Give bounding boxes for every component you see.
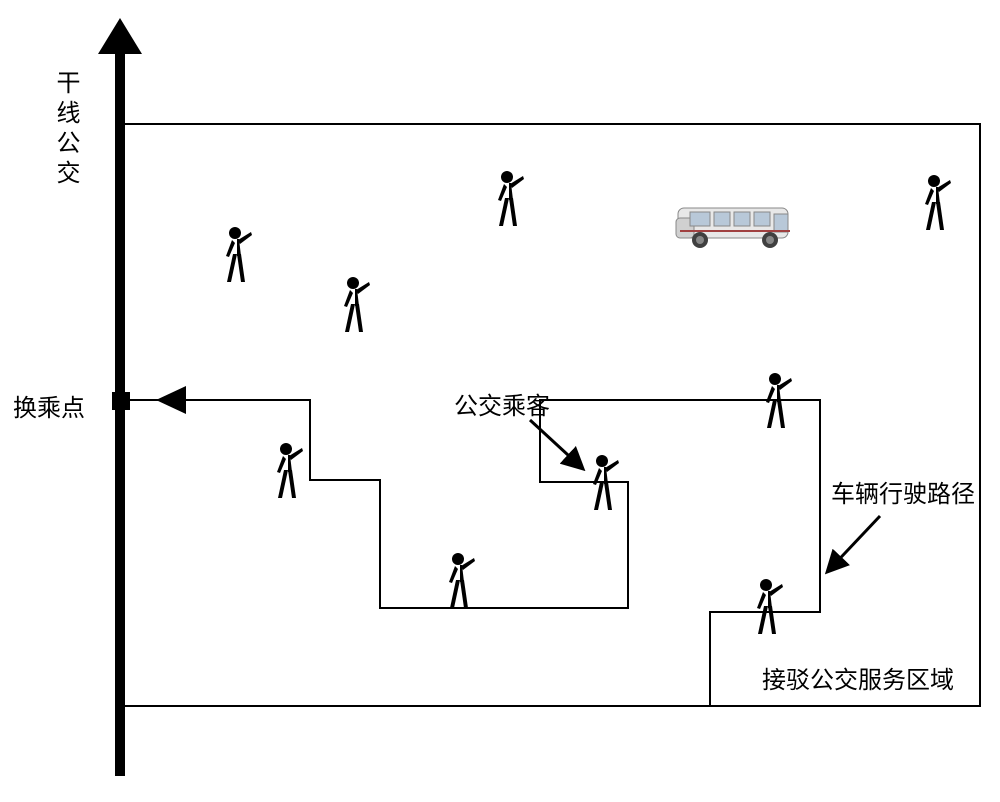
person-icon	[586, 454, 622, 512]
person-icon	[337, 276, 373, 334]
route-label-arrow	[829, 516, 880, 570]
route-start-arrow	[156, 386, 186, 414]
service-area-box	[120, 124, 980, 706]
person-icon	[442, 552, 478, 610]
person-icon	[270, 442, 306, 500]
axis-arrowhead	[98, 18, 142, 54]
passenger-label-arrow	[530, 420, 581, 467]
transfer-point-marker	[112, 392, 130, 410]
vehicle-route-path	[120, 124, 980, 706]
bus-icon	[672, 194, 802, 254]
transfer-point-label: 换乘点	[13, 388, 85, 423]
person-icon	[219, 226, 255, 284]
service-area-label: 接驳公交服务区域	[762, 660, 954, 695]
person-icon	[759, 372, 795, 430]
person-icon	[918, 174, 954, 232]
person-icon	[491, 170, 527, 228]
route-label: 车辆行驶路径	[831, 474, 975, 509]
passenger-label: 公交乘客	[454, 386, 550, 421]
trunk-bus-label: 干线公交	[48, 70, 83, 190]
person-icon	[750, 578, 786, 636]
